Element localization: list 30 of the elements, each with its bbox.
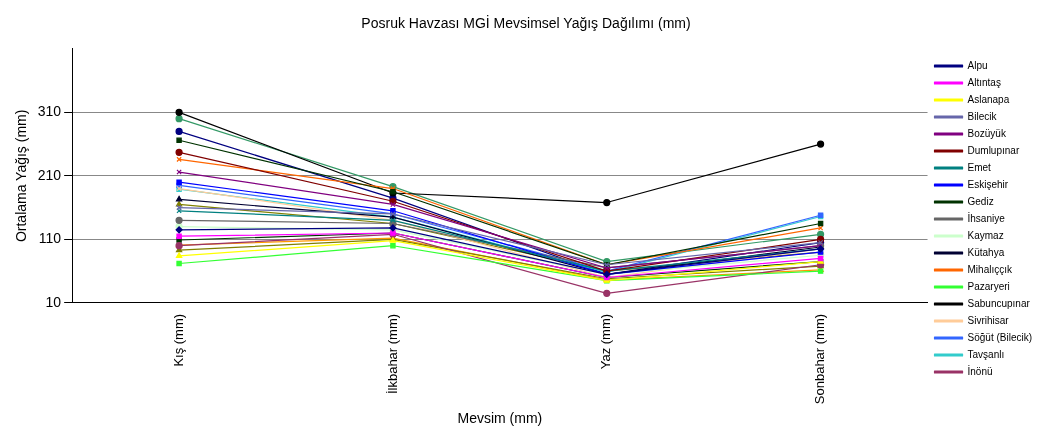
- legend-label: Eskişehir: [967, 178, 1009, 190]
- x-tick-label: Yaz (mm): [598, 313, 614, 370]
- legend-label: Emet: [967, 161, 992, 173]
- legend-label: Kaymaz: [967, 229, 1004, 241]
- y-tick-label: 110: [38, 230, 62, 247]
- chart-title: Posruk Havzası MGİ Mevsimsel Yağış Dağılımı (mm): [361, 14, 691, 32]
- legend-label: Pazaryeri: [967, 280, 1010, 292]
- legend-label: Bilecik: [967, 110, 998, 122]
- x-axis-title: Mevsim (mm): [457, 410, 543, 427]
- legend-label: Mihalıççık: [967, 263, 1013, 275]
- y-axis-title: Ortalama Yağış (mm): [13, 109, 30, 243]
- legend-label: Sivrihisar: [967, 314, 1010, 326]
- y-tick-label: 10: [45, 293, 62, 310]
- legend-label: Söğüt (Bilecik): [967, 331, 1032, 343]
- legend-label: Altıntaş: [967, 76, 1001, 88]
- y-tick-label: 310: [37, 103, 62, 120]
- legend-label: Aslanapa: [967, 93, 1010, 105]
- legend-label: Sabuncupınar: [967, 297, 1031, 309]
- legend-label: İnönü: [967, 364, 993, 377]
- x-tick-label: Sonbahar (mm): [812, 313, 828, 405]
- x-tick-label: Kış (mm): [170, 313, 186, 367]
- legend-label: Gediz: [967, 195, 994, 207]
- x-tick-label: İlkbahar (mm): [384, 313, 400, 395]
- y-tick-label: 210: [37, 166, 62, 183]
- legend-label: Kütahya: [967, 246, 1005, 258]
- legend-label: Tavşanlı: [967, 348, 1005, 360]
- legend-label: İhsaniye: [967, 211, 1006, 224]
- legend-label: Dumlupınar: [967, 144, 1020, 156]
- legend-label: Bozüyük: [967, 127, 1007, 139]
- legend-label: Alpu: [967, 59, 988, 71]
